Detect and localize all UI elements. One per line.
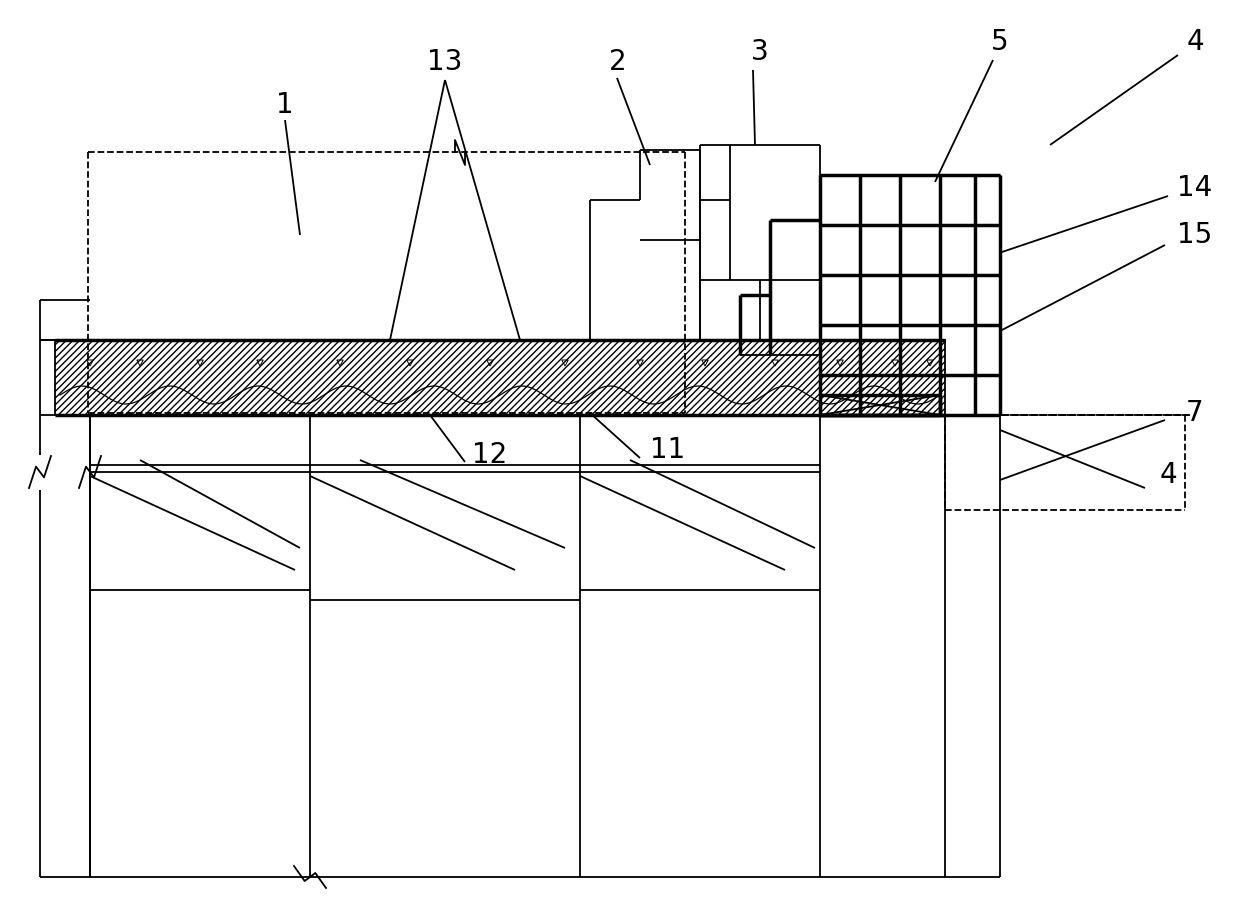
Text: 4: 4	[1187, 28, 1204, 56]
Text: 7: 7	[1187, 399, 1204, 427]
Text: 5: 5	[991, 28, 1009, 56]
Bar	[55, 340, 945, 415]
Text: 11: 11	[650, 436, 686, 464]
Text: 15: 15	[1177, 221, 1213, 249]
Text: 2: 2	[609, 48, 626, 76]
Text: 14: 14	[1177, 174, 1213, 202]
Text: 1: 1	[277, 91, 294, 119]
Text: 4: 4	[1159, 461, 1177, 489]
Bar	[55, 340, 945, 415]
Text: 13: 13	[428, 48, 463, 76]
Text: 3: 3	[751, 38, 769, 66]
Text: 12: 12	[472, 441, 507, 469]
